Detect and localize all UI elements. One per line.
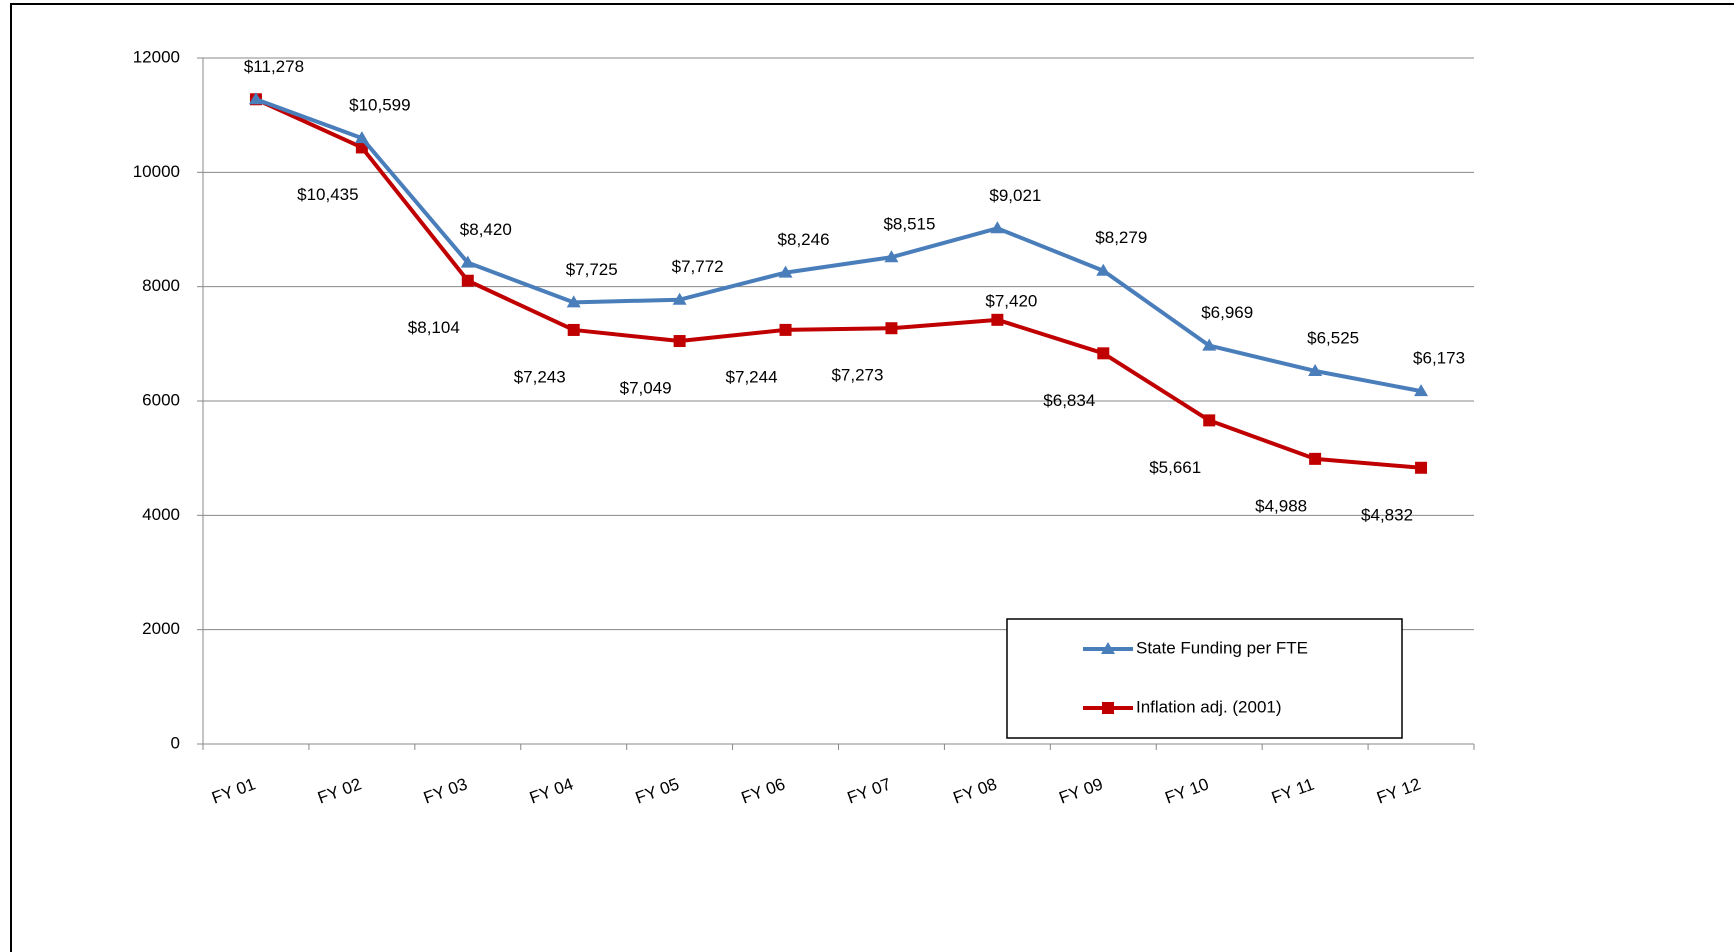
legend-marker <box>1102 702 1114 714</box>
point <box>1414 384 1429 397</box>
point <box>990 221 1005 234</box>
x-tick-label: FY 07 <box>845 774 894 807</box>
point <box>567 323 580 336</box>
data-label: $8,279 <box>1095 228 1147 247</box>
data-label: $8,420 <box>460 220 512 239</box>
point <box>673 335 686 348</box>
x-tick-label: FY 01 <box>209 774 258 807</box>
point <box>1308 363 1323 376</box>
x-tick-label: FY 12 <box>1374 774 1423 807</box>
data-label: $6,525 <box>1307 328 1359 347</box>
point <box>1096 263 1111 276</box>
point <box>460 255 475 268</box>
point <box>991 313 1004 326</box>
data-label: $8,104 <box>408 318 460 337</box>
data-label: $4,832 <box>1361 505 1413 524</box>
series-line <box>255 97 1422 470</box>
x-tick-label: FY 05 <box>633 774 682 807</box>
data-label: $7,725 <box>566 260 618 279</box>
legend-label: State Funding per FTE <box>1136 638 1308 657</box>
legend-marker <box>1101 642 1115 654</box>
point <box>1415 461 1428 474</box>
point <box>1203 414 1216 427</box>
data-label: $8,515 <box>883 215 935 234</box>
x-tick-label: FY 02 <box>315 774 364 807</box>
data-label: $7,243 <box>514 367 566 386</box>
x-tick-label: FY 11 <box>1269 775 1317 808</box>
data-label: $7,049 <box>620 379 672 398</box>
data-label: $5,661 <box>1149 458 1201 477</box>
point <box>461 274 474 287</box>
data-label: $7,273 <box>831 366 883 385</box>
data-label: $8,246 <box>778 230 830 249</box>
y-tick-label: 0 <box>171 733 180 752</box>
data-label: $7,772 <box>672 257 724 276</box>
legend-box <box>1006 618 1403 739</box>
point <box>248 92 263 105</box>
data-label: $6,969 <box>1201 303 1253 322</box>
data-label: $4,988 <box>1255 496 1307 515</box>
x-tick-label: FY 04 <box>527 774 576 807</box>
data-label: $6,834 <box>1043 391 1095 410</box>
y-tick-label: 12000 <box>133 47 180 66</box>
point <box>884 250 899 263</box>
x-tick-label: FY 10 <box>1162 774 1211 807</box>
data-label: $11,278 <box>244 57 304 76</box>
series <box>248 92 1429 397</box>
x-tick-label: FY 06 <box>739 774 788 807</box>
data-label: $6,173 <box>1413 349 1465 368</box>
point <box>1202 338 1217 351</box>
data-label: $9,021 <box>989 186 1041 205</box>
legend-label: Inflation adj. (2001) <box>1136 697 1282 716</box>
point <box>566 295 581 308</box>
series-line <box>255 97 1422 394</box>
point <box>672 292 687 305</box>
point <box>1097 347 1110 360</box>
x-tick-label: FY 09 <box>1057 774 1106 807</box>
data-label: $10,435 <box>297 185 358 204</box>
point <box>354 131 369 144</box>
y-tick-label: 8000 <box>142 276 180 295</box>
chart-frame <box>10 3 1734 952</box>
point <box>885 322 898 335</box>
data-label: $10,599 <box>349 96 410 115</box>
series <box>249 93 1428 474</box>
point <box>779 323 792 336</box>
point <box>1309 452 1322 465</box>
y-tick-label: 4000 <box>142 505 180 524</box>
x-tick-label: FY 03 <box>421 774 470 807</box>
y-tick-label: 2000 <box>142 619 180 638</box>
point <box>778 265 793 278</box>
data-label: $7,244 <box>726 367 778 386</box>
y-tick-label: 10000 <box>133 162 180 181</box>
data-label: $7,420 <box>985 291 1037 310</box>
x-tick-label: FY 08 <box>951 774 1000 807</box>
y-tick-label: 6000 <box>142 390 180 409</box>
